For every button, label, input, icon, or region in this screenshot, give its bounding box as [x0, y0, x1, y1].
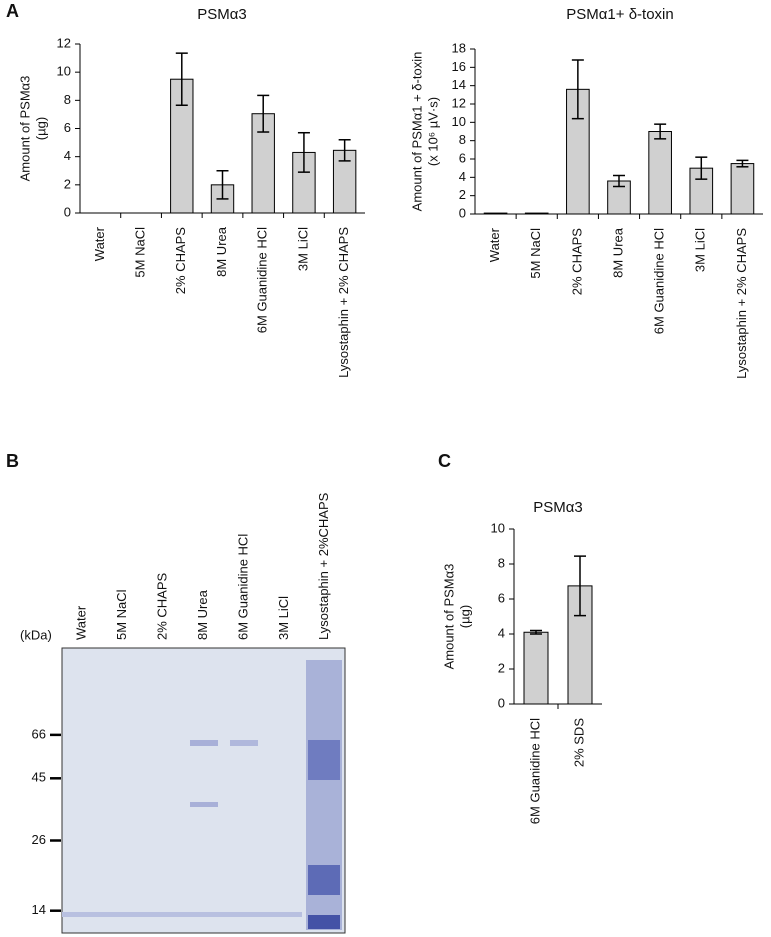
y-tick-label: 14: [452, 77, 466, 92]
x-tick-label: 2% CHAPS: [569, 228, 584, 296]
x-tick-label: 3M LiCl: [693, 228, 708, 272]
lane-label: 2% CHAPS: [155, 572, 170, 640]
y-tick-label: 4: [64, 148, 71, 163]
x-tick-label: 2% CHAPS: [173, 227, 188, 295]
x-tick-label: 5M NaCl: [528, 228, 543, 279]
bar: [523, 631, 549, 705]
error-bar: [736, 159, 749, 168]
error-bar: [257, 94, 270, 133]
marker-label: 45: [32, 770, 46, 785]
y-tick-label: 8: [459, 132, 466, 147]
y-tick-label: 8: [498, 555, 505, 570]
error-bar: [338, 139, 351, 162]
y-tick-label: 6: [459, 150, 466, 165]
marker-label: 66: [32, 726, 46, 741]
error-bar: [175, 52, 188, 107]
gel-band: [62, 912, 302, 917]
y-tick-label: 4: [498, 625, 505, 640]
bar: [483, 212, 508, 215]
y-tick-label: 2: [498, 660, 505, 675]
error-bar: [613, 174, 625, 188]
error-bar: [695, 156, 708, 180]
panel-label: A: [6, 1, 19, 21]
x-tick-label: 6M Guanidine HCl: [527, 718, 542, 824]
gel-band: [190, 802, 218, 807]
gel-image: [61, 647, 346, 934]
lane-label: 6M Guanidine HCl: [235, 534, 250, 640]
x-tick-label: 6M Guanidine HCl: [255, 227, 270, 333]
y-tick-label: 10: [452, 114, 466, 129]
error-bar: [297, 131, 310, 173]
y-tick-label: 12: [452, 95, 466, 110]
marker-label: 14: [32, 902, 46, 917]
lane-label: 3M LiCl: [276, 596, 291, 640]
x-tick-label: 5M NaCl: [133, 227, 148, 278]
error-bar: [654, 123, 667, 140]
bar: [648, 131, 672, 215]
y-tick-label: 10: [491, 520, 505, 535]
y-tick-label: 0: [64, 204, 71, 219]
gel-band: [308, 740, 340, 780]
y-tick-label: 8: [64, 92, 71, 107]
panel-label: C: [438, 451, 451, 471]
x-tick-label: Lysostaphin + 2% CHAPS: [734, 228, 749, 379]
y-axis-label: (µg): [33, 117, 48, 140]
y-axis-label: (µg): [457, 605, 472, 628]
error-bar: [216, 170, 229, 200]
y-tick-label: 10: [57, 64, 71, 79]
y-axis-label: (x 10⁶ µV·s): [425, 97, 440, 166]
x-tick-label: Water: [487, 227, 502, 262]
x-tick-label: 8M Urea: [610, 227, 625, 278]
gel-band: [308, 865, 340, 895]
chart-title: PSMα1+ δ-toxin: [566, 6, 673, 23]
y-tick-label: 16: [452, 59, 466, 74]
lane-label: Lysostaphin + 2%CHAPS: [316, 492, 331, 640]
gel-band: [308, 915, 340, 929]
x-tick-label: 8M Urea: [214, 226, 229, 277]
y-tick-label: 12: [57, 35, 71, 50]
chart-title: PSMα3: [197, 6, 247, 23]
x-tick-label: Lysostaphin + 2% CHAPS: [336, 227, 351, 378]
chart-title: PSMα3: [533, 499, 583, 516]
y-axis-label: Amount of PSMα3: [17, 76, 32, 182]
error-bar: [530, 629, 542, 635]
x-tick-label: 3M LiCl: [295, 227, 310, 271]
y-tick-label: 18: [452, 40, 466, 55]
panel-label: B: [6, 451, 19, 471]
error-bar: [571, 59, 584, 120]
x-tick-label: Water: [92, 226, 107, 261]
y-tick-label: 6: [64, 120, 71, 135]
lane-label: 8M Urea: [195, 589, 210, 640]
bar: [730, 163, 755, 215]
y-tick-label: 6: [498, 590, 505, 605]
y-axis-label: Amount of PSMα3: [441, 564, 456, 670]
x-tick-label: 6M Guanidine HCl: [652, 228, 667, 334]
marker-label: 26: [32, 832, 46, 847]
y-tick-label: 2: [64, 176, 71, 191]
gel-band: [230, 740, 258, 746]
y-tick-label: 0: [498, 695, 505, 710]
y-axis-label: Amount of PSMα1 + δ-toxin: [409, 52, 424, 212]
gel-background: [61, 647, 346, 934]
y-tick-label: 4: [459, 169, 466, 184]
lane-label: Water: [74, 605, 89, 640]
y-tick-label: 2: [459, 187, 466, 202]
gel-band: [190, 740, 218, 746]
error-bar: [574, 555, 586, 617]
lane-label: 5M NaCl: [114, 589, 129, 640]
y-tick-label: 0: [459, 205, 466, 220]
bar: [524, 212, 549, 215]
y-axis-label: (kDa): [20, 627, 52, 642]
x-tick-label: 2% SDS: [571, 718, 586, 767]
